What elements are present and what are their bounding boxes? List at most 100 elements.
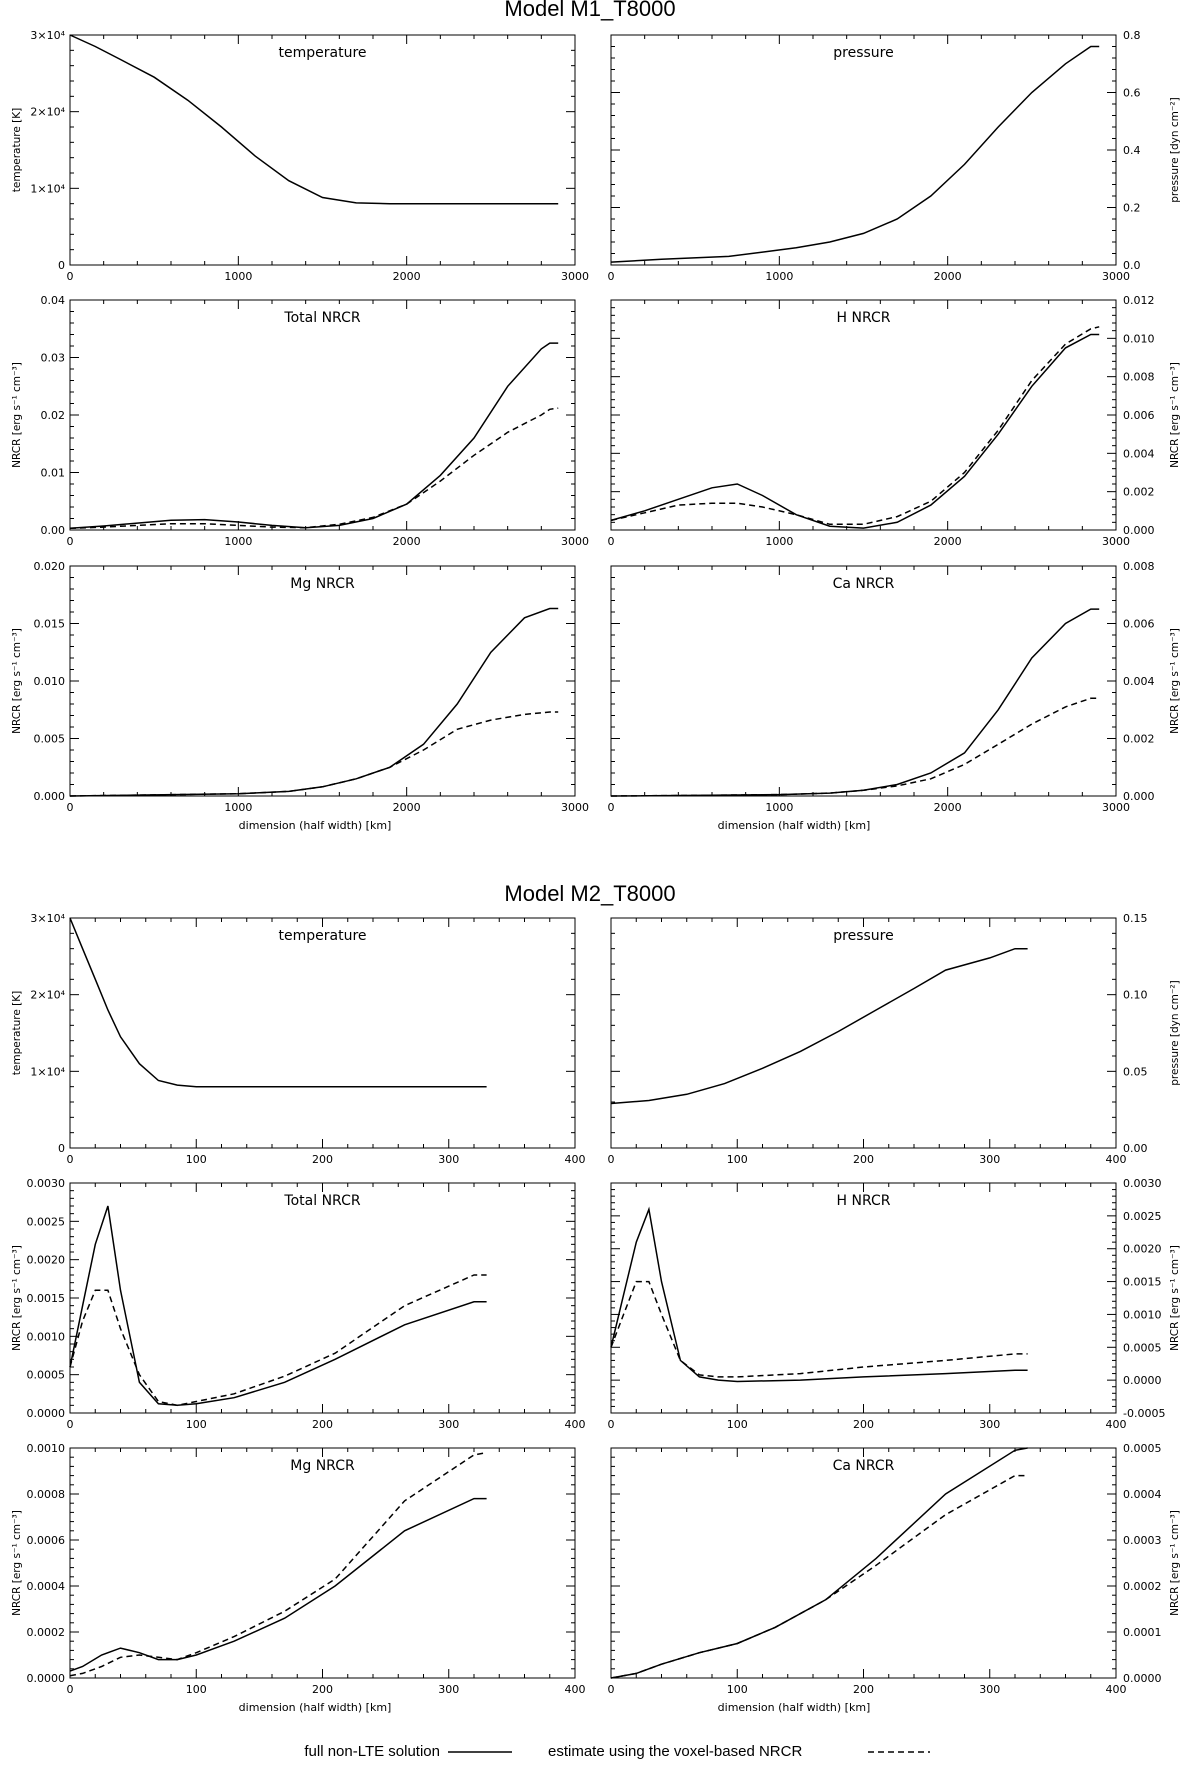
m2-ca-nrcr-ytick-label: 0.0002	[1123, 1580, 1162, 1593]
m1-mg-nrcr-ytick-label: 0.000	[34, 790, 66, 803]
m2-temperature-xtick-label: 100	[186, 1153, 207, 1166]
m1-total-nrcr-xtick-label: 3000	[561, 535, 589, 548]
m1-mg-nrcr-ylabel: NRCR [erg s⁻¹ cm⁻³]	[11, 628, 23, 734]
m1-ca-nrcr-xtick-label: 0	[608, 801, 615, 814]
m2-total-nrcr-ytick-label: 0.0005	[27, 1369, 66, 1382]
m2-ca-nrcr-nonlte-line	[610, 1447, 1028, 1679]
m2-pressure-frame	[610, 917, 1117, 1149]
legend-solid-label: full non-LTE solution	[304, 1743, 440, 1760]
model-m2-title: Model M2_T8000	[504, 881, 675, 906]
m1-temperature-ytick-label: 3×10⁴	[30, 29, 65, 42]
m2-total-nrcr-xtick-label: 200	[312, 1418, 333, 1431]
m2-ca-nrcr-xtick-label: 100	[727, 1683, 748, 1696]
m2-mg-nrcr-xtick-label: 400	[565, 1683, 586, 1696]
m1-total-nrcr-ylabel: NRCR [erg s⁻¹ cm⁻³]	[11, 362, 23, 468]
m2-h-nrcr-ytick-label: -0.0005	[1123, 1407, 1165, 1420]
m2-h-nrcr-ytick-label: 0.0015	[1123, 1276, 1162, 1289]
m1-ca-nrcr-xtick-label: 1000	[765, 801, 793, 814]
m2-temperature-xtick-label: 0	[67, 1153, 74, 1166]
m2-mg-nrcr-frame	[69, 1447, 576, 1679]
m2-total-nrcr-estimate-line	[69, 1274, 487, 1407]
panel-m1-mg-nrcr: 0 1000 2000 3000 0.000 0.005 0.010 0.015 0.020 NR…	[11, 560, 589, 814]
m2-ca-nrcr-xtick-label: 400	[1106, 1683, 1127, 1696]
m1-h-nrcr-xtick-label: 3000	[1102, 535, 1130, 548]
m2-ca-nrcr-frame	[610, 1447, 1117, 1679]
m1-mg-nrcr-ytick-label: 0.010	[34, 675, 66, 688]
m1-h-nrcr-ytick-label: 0.002	[1123, 486, 1155, 499]
m2-ca-nrcr-xtick-label: 300	[979, 1683, 1000, 1696]
m2-pressure-xtick-label: 0	[608, 1153, 615, 1166]
m1-h-nrcr-title: H NRCR	[837, 310, 891, 326]
m2-total-nrcr-title: Total NRCR	[283, 1193, 360, 1209]
m1-h-nrcr-ytick-label: 0.008	[1123, 371, 1155, 384]
m2-mg-nrcr-ytick-label: 0.0008	[27, 1488, 66, 1501]
m1-ca-nrcr-ylabel: NRCR [erg s⁻¹ cm⁻³]	[1169, 628, 1181, 734]
m2-total-nrcr-ytick-label: 0.0030	[27, 1177, 66, 1190]
m1-ca-nrcr-ytick-label: 0.008	[1123, 560, 1155, 573]
m2-h-nrcr-ytick-label: 0.0020	[1123, 1243, 1162, 1256]
m1-pressure-ytick-label: 0.8	[1123, 29, 1141, 42]
m2-temperature-xtick-label: 300	[438, 1153, 459, 1166]
m2-mg-nrcr-ytick-label: 0.0004	[27, 1580, 66, 1593]
m2-pressure-ytick-label: 0.10	[1123, 989, 1148, 1002]
model-m1-title: Model M1_T8000	[504, 0, 675, 21]
m2-h-nrcr-xtick-label: 100	[727, 1418, 748, 1431]
m1-ca-nrcr-ytick-label: 0.004	[1123, 675, 1155, 688]
m1-h-nrcr-ytick-label: 0.010	[1123, 332, 1155, 345]
m2-h-nrcr-frame	[610, 1182, 1117, 1414]
m1-pressure-ytick-label: 0.6	[1123, 87, 1141, 100]
m2-xlabel-right: dimension (half width) [km]	[718, 1701, 871, 1714]
m1-total-nrcr-xtick-label: 0	[67, 535, 74, 548]
m2-pressure-xtick-label: 400	[1106, 1153, 1127, 1166]
m2-pressure-ytick-label: 0.05	[1123, 1065, 1148, 1078]
m1-mg-nrcr-nonlte-line	[69, 607, 559, 797]
m1-total-nrcr-ytick-label: 0.02	[41, 409, 66, 422]
m1-total-nrcr-ytick-label: 0.04	[41, 294, 66, 307]
m2-pressure-xtick-label: 300	[979, 1153, 1000, 1166]
m1-pressure-xtick-label: 0	[608, 270, 615, 283]
m1-ca-nrcr-ytick-label: 0.002	[1123, 733, 1155, 746]
m1-h-nrcr-estimate-line	[610, 326, 1100, 526]
m2-ca-nrcr-title: Ca NRCR	[833, 1458, 895, 1474]
m1-ca-nrcr-xtick-label: 2000	[934, 801, 962, 814]
m1-mg-nrcr-xtick-label: 0	[67, 801, 74, 814]
m2-ca-nrcr-xtick-label: 200	[853, 1683, 874, 1696]
m2-h-nrcr-ytick-label: 0.0005	[1123, 1341, 1162, 1354]
m2-pressure-ytick-label: 0.00	[1123, 1142, 1148, 1155]
m2-mg-nrcr-ylabel: NRCR [erg s⁻¹ cm⁻³]	[11, 1510, 23, 1616]
m2-mg-nrcr-title: Mg NRCR	[290, 1458, 355, 1474]
m2-h-nrcr-xtick-label: 0	[608, 1418, 615, 1431]
m1-ca-nrcr-nonlte-line	[610, 608, 1100, 797]
m2-total-nrcr-ytick-label: 0.0000	[27, 1407, 66, 1420]
m2-h-nrcr-xtick-label: 400	[1106, 1418, 1127, 1431]
m1-total-nrcr-xtick-label: 2000	[393, 535, 421, 548]
m2-pressure-xtick-label: 200	[853, 1153, 874, 1166]
m1-h-nrcr-frame	[610, 299, 1117, 531]
m2-total-nrcr-xtick-label: 300	[438, 1418, 459, 1431]
panel-layer: 0 1000 2000 300001×10⁴2×10⁴3×10⁴temperature…	[11, 29, 1181, 1696]
m2-total-nrcr-ytick-label: 0.0015	[27, 1292, 66, 1305]
m1-total-nrcr-ytick-label: 0.03	[41, 352, 66, 365]
m1-total-nrcr-estimate-line	[69, 407, 559, 530]
m1-mg-nrcr-xtick-label: 1000	[224, 801, 252, 814]
m1-temperature-ytick-label: 1×10⁴	[30, 182, 65, 195]
m2-ca-nrcr-ytick-label: 0.0005	[1123, 1442, 1162, 1455]
m1-h-nrcr-nonlte-line	[610, 333, 1100, 529]
m2-temperature-xtick-label: 200	[312, 1153, 333, 1166]
m2-pressure-ytick-label: 0.15	[1123, 912, 1148, 925]
m2-mg-nrcr-xtick-label: 200	[312, 1683, 333, 1696]
m2-total-nrcr-ytick-label: 0.0010	[27, 1330, 66, 1343]
m1-h-nrcr-xtick-label: 0	[608, 535, 615, 548]
m2-ca-nrcr-xtick-label: 0	[608, 1683, 615, 1696]
m2-xlabel-left: dimension (half width) [km]	[239, 1701, 392, 1714]
m1-temperature-ytick-label: 0	[58, 259, 65, 272]
m2-h-nrcr-title: H NRCR	[837, 1193, 891, 1209]
m1-ca-nrcr-title: Ca NRCR	[833, 576, 895, 592]
m1-temperature-xtick-label: 2000	[393, 270, 421, 283]
m2-mg-nrcr-xtick-label: 100	[186, 1683, 207, 1696]
m1-temperature-nonlte-line	[69, 34, 559, 205]
m1-temperature-ylabel: temperature [K]	[11, 108, 23, 192]
